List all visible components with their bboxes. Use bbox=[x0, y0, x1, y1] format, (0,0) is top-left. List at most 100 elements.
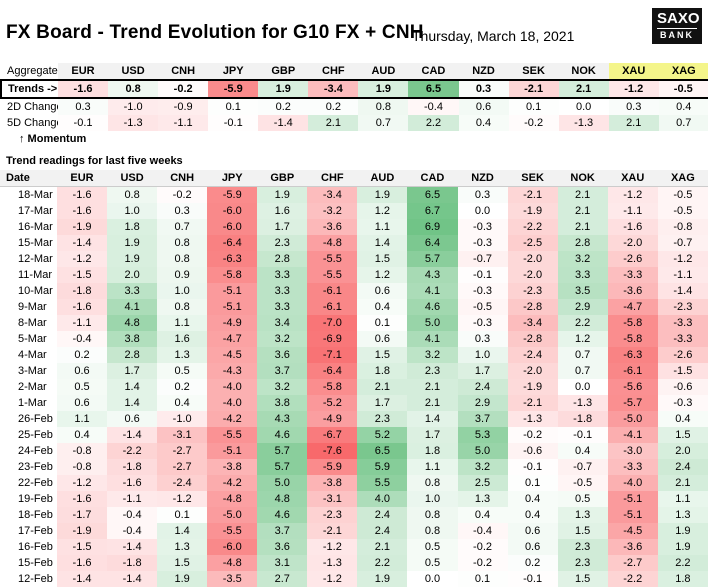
change-5d-row: 5D Change -0.1 -1.3 -1.1 -0.1 -1.4 2.1 0.7 2.2 0… bbox=[1, 115, 708, 131]
reading-cnh: 1.5 bbox=[157, 555, 208, 571]
reading-aud: 1.9 bbox=[357, 571, 408, 587]
trend-value-jpy: -5.9 bbox=[208, 79, 259, 99]
reading-aud: 0.6 bbox=[357, 283, 408, 299]
reading-cad: 4.3 bbox=[407, 267, 458, 283]
weekly-row: 2-Mar 0.5 1.4 0.2 -4.0 3.2 -5.8 2.1 2.1 2.4 -1.9 0.… bbox=[0, 379, 708, 395]
reading-nzd: -0.3 bbox=[457, 235, 508, 251]
weekly-header-gbp: GBP bbox=[257, 170, 308, 187]
reading-aud: 2.1 bbox=[357, 379, 408, 395]
reading-gbp: 2.7 bbox=[257, 571, 308, 587]
weekly-row: 18-Feb -1.7 -0.4 0.1 -5.0 4.6 -2.3 2.4 0.8 0.4 0.4… bbox=[0, 507, 708, 523]
reading-usd: -2.2 bbox=[107, 443, 158, 459]
weekly-header-chf: CHF bbox=[307, 170, 358, 187]
row-date: 3-Mar bbox=[0, 363, 57, 379]
reading-gbp: 3.8 bbox=[257, 395, 308, 411]
weekly-header-row: Date EUR USD CNH JPY GBP CHF AUD CAD NZD SEK NOK XA… bbox=[0, 170, 708, 187]
reading-cnh: 1.3 bbox=[157, 347, 208, 363]
row-date: 18-Mar bbox=[0, 186, 57, 203]
reading-xau: -1.1 bbox=[607, 203, 658, 219]
reading-usd: -1.4 bbox=[107, 539, 158, 555]
reading-xag: 1.1 bbox=[657, 491, 708, 507]
reading-gbp: 5.0 bbox=[257, 475, 308, 491]
reading-cnh: 1.4 bbox=[157, 523, 208, 539]
reading-cad: 4.6 bbox=[407, 299, 458, 315]
reading-aud: 2.2 bbox=[357, 555, 408, 571]
reading-jpy: -3.8 bbox=[207, 459, 258, 475]
reading-eur: -1.1 bbox=[57, 315, 108, 331]
reading-usd: -1.8 bbox=[107, 555, 158, 571]
reading-cnh: 0.9 bbox=[157, 267, 208, 283]
reading-xag: 1.8 bbox=[657, 571, 708, 587]
weekly-row: 17-Mar -1.6 1.0 0.3 -6.0 1.6 -3.2 1.2 6.7 0.0 -1.9… bbox=[0, 203, 708, 219]
reading-xag: -3.3 bbox=[657, 315, 708, 331]
reading-nzd: 3.2 bbox=[457, 459, 508, 475]
reading-xau: -3.0 bbox=[607, 443, 658, 459]
reading-nzd: 0.1 bbox=[457, 571, 508, 587]
reading-cad: 1.4 bbox=[407, 411, 458, 427]
reading-gbp: 3.2 bbox=[257, 331, 308, 347]
reading-nok: 3.3 bbox=[557, 267, 608, 283]
reading-usd: -0.4 bbox=[107, 507, 158, 523]
reading-xag: -2.6 bbox=[657, 347, 708, 363]
trend-value-cad: 6.5 bbox=[408, 79, 459, 99]
reading-nzd: 1.7 bbox=[457, 363, 508, 379]
trend-value-sek: -2.1 bbox=[508, 79, 559, 99]
reading-cad: 5.0 bbox=[407, 315, 458, 331]
reading-sek: 0.6 bbox=[507, 523, 558, 539]
reading-gbp: 3.3 bbox=[257, 267, 308, 283]
row-date: 15-Feb bbox=[0, 555, 57, 571]
reading-nzd: 0.0 bbox=[457, 203, 508, 219]
reading-gbp: 1.6 bbox=[257, 203, 308, 219]
reading-usd: 4.8 bbox=[107, 315, 158, 331]
row-date: 2-Mar bbox=[0, 379, 57, 395]
trend-value-nok: 2.1 bbox=[558, 79, 609, 99]
reading-usd: 4.1 bbox=[107, 299, 158, 315]
reading-usd: -1.4 bbox=[107, 571, 158, 587]
change-5d-label: 5D Change bbox=[7, 117, 58, 129]
reading-chf: -6.4 bbox=[307, 363, 358, 379]
trend-value-gbp: 1.9 bbox=[258, 79, 309, 99]
reading-xag: 1.3 bbox=[657, 507, 708, 523]
reading-usd: 3.8 bbox=[107, 331, 158, 347]
reading-nok: 2.1 bbox=[557, 219, 608, 235]
reading-cnh: 1.9 bbox=[157, 571, 208, 587]
reading-cad: 2.3 bbox=[407, 363, 458, 379]
reading-chf: -6.1 bbox=[307, 299, 358, 315]
trends-label: Trends -> bbox=[0, 79, 58, 99]
row-date: 24-Feb bbox=[0, 443, 57, 459]
reading-sek: -2.1 bbox=[507, 186, 558, 203]
reading-cad: 4.1 bbox=[407, 283, 458, 299]
date-column-header: Date bbox=[0, 170, 57, 187]
reading-gbp: 3.2 bbox=[257, 379, 308, 395]
reading-chf: -5.5 bbox=[307, 267, 358, 283]
reading-sek: -2.0 bbox=[507, 251, 558, 267]
reading-nok: 0.0 bbox=[557, 379, 608, 395]
reading-xag: -1.2 bbox=[657, 251, 708, 267]
reading-chf: -3.1 bbox=[307, 491, 358, 507]
reading-chf: -5.2 bbox=[307, 395, 358, 411]
reading-sek: 0.4 bbox=[507, 491, 558, 507]
change-2d-value-gbp: 0.2 bbox=[258, 98, 309, 115]
reading-chf: -5.5 bbox=[307, 251, 358, 267]
reading-xau: -3.6 bbox=[607, 283, 658, 299]
reading-chf: -5.9 bbox=[307, 459, 358, 475]
reading-nzd: 0.4 bbox=[457, 507, 508, 523]
reading-xag: 1.9 bbox=[657, 523, 708, 539]
trend-value-cnh: -0.2 bbox=[158, 79, 209, 99]
reading-jpy: -6.4 bbox=[207, 235, 258, 251]
change-2d-value-usd: -1.0 bbox=[108, 98, 159, 115]
reading-gbp: 2.8 bbox=[257, 251, 308, 267]
reading-usd: -0.4 bbox=[107, 523, 158, 539]
change-5d-value-xau: 2.1 bbox=[608, 115, 659, 131]
reading-aud: 0.1 bbox=[357, 315, 408, 331]
reading-eur: -0.8 bbox=[57, 443, 108, 459]
reading-chf: -5.8 bbox=[307, 379, 358, 395]
reading-eur: -1.6 bbox=[57, 186, 108, 203]
row-date: 12-Feb bbox=[0, 571, 57, 587]
reading-jpy: -4.5 bbox=[207, 347, 258, 363]
summary-header-row: Aggregate EUR USD CNH JPY GBP CHF AUD CAD NZD SEK… bbox=[1, 63, 708, 80]
reading-nzd: 2.4 bbox=[457, 379, 508, 395]
weekly-row: 17-Feb -1.9 -0.4 1.4 -5.5 3.7 -2.1 2.4 0.8 -0.4 0.… bbox=[0, 523, 708, 539]
reading-gbp: 5.7 bbox=[257, 459, 308, 475]
reading-eur: -1.5 bbox=[57, 267, 108, 283]
